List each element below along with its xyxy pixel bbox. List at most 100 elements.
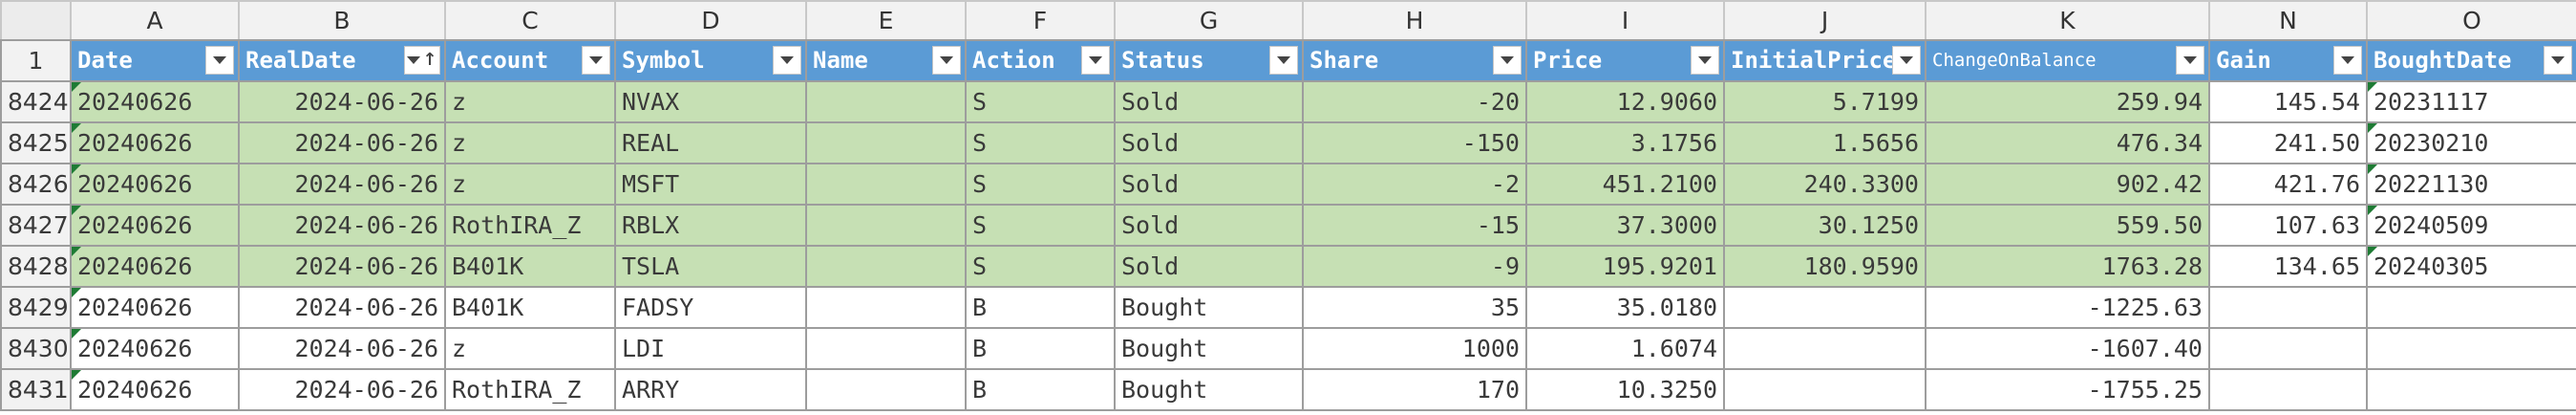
row-number[interactable]: 8430 xyxy=(0,327,72,370)
cell-share[interactable]: -9 xyxy=(1302,245,1527,288)
cell-changeonbalance[interactable]: 902.42 xyxy=(1925,163,2210,206)
cell-symbol[interactable]: RBLX xyxy=(614,204,807,247)
field-header-price[interactable]: Price xyxy=(1525,39,1725,82)
row-number[interactable]: 8427 xyxy=(0,204,72,247)
cell-status[interactable]: Bought xyxy=(1114,368,1304,411)
column-header-o[interactable]: O xyxy=(2366,0,2576,41)
cell-boughtdate[interactable] xyxy=(2366,368,2576,411)
cell-name[interactable] xyxy=(805,327,967,370)
cell-account[interactable]: z xyxy=(444,327,616,370)
column-header-e[interactable]: E xyxy=(805,0,967,41)
column-header-c[interactable]: C xyxy=(444,0,616,41)
filter-dropdown-button[interactable] xyxy=(2176,46,2204,75)
cell-price[interactable]: 12.9060 xyxy=(1525,80,1725,123)
cell-initialprice[interactable]: 240.3300 xyxy=(1723,163,1927,206)
cell-account[interactable]: z xyxy=(444,80,616,123)
filter-dropdown-button[interactable] xyxy=(2333,46,2362,75)
cell-initialprice[interactable]: 1.5656 xyxy=(1723,121,1927,164)
filter-dropdown-button[interactable] xyxy=(773,46,801,75)
cell-boughtdate[interactable] xyxy=(2366,286,2576,329)
cell-symbol[interactable]: FADSY xyxy=(614,286,807,329)
field-header-name[interactable]: Name xyxy=(805,39,967,82)
cell-status[interactable]: Sold xyxy=(1114,204,1304,247)
cell-gain[interactable] xyxy=(2208,286,2368,329)
cell-action[interactable]: S xyxy=(965,204,1116,247)
field-header-account[interactable]: Account xyxy=(444,39,616,82)
cell-name[interactable] xyxy=(805,204,967,247)
cell-gain[interactable]: 241.50 xyxy=(2208,121,2368,164)
cell-symbol[interactable]: NVAX xyxy=(614,80,807,123)
cell-share[interactable]: 35 xyxy=(1302,286,1527,329)
cell-status[interactable]: Sold xyxy=(1114,163,1304,206)
cell-share[interactable]: -150 xyxy=(1302,121,1527,164)
cell-initialprice[interactable] xyxy=(1723,368,1927,411)
cell-share[interactable]: 170 xyxy=(1302,368,1527,411)
cell-action[interactable]: S xyxy=(965,121,1116,164)
cell-changeonbalance[interactable]: -1225.63 xyxy=(1925,286,2210,329)
cell-boughtdate[interactable]: 20240509 xyxy=(2366,204,2576,247)
cell-changeonbalance[interactable]: -1755.25 xyxy=(1925,368,2210,411)
row-number[interactable]: 8429 xyxy=(0,286,72,329)
cell-action[interactable]: S xyxy=(965,80,1116,123)
field-header-action[interactable]: Action xyxy=(965,39,1116,82)
cell-account[interactable]: B401K xyxy=(444,245,616,288)
field-header-symbol[interactable]: Symbol xyxy=(614,39,807,82)
cell-changeonbalance[interactable]: 476.34 xyxy=(1925,121,2210,164)
cell-realdate[interactable]: 2024-06-26 xyxy=(238,80,446,123)
filter-dropdown-button[interactable]: ↑ xyxy=(404,46,440,75)
select-all-corner[interactable] xyxy=(0,0,72,41)
cell-price[interactable]: 3.1756 xyxy=(1525,121,1725,164)
cell-symbol[interactable]: REAL xyxy=(614,121,807,164)
filter-dropdown-button[interactable] xyxy=(932,46,961,75)
cell-gain[interactable] xyxy=(2208,327,2368,370)
cell-initialprice[interactable] xyxy=(1723,286,1927,329)
cell-realdate[interactable]: 2024-06-26 xyxy=(238,121,446,164)
cell-date[interactable]: 20240626 xyxy=(70,368,240,411)
cell-realdate[interactable]: 2024-06-26 xyxy=(238,368,446,411)
filter-dropdown-button[interactable] xyxy=(582,46,610,75)
cell-name[interactable] xyxy=(805,80,967,123)
cell-gain[interactable]: 145.54 xyxy=(2208,80,2368,123)
cell-boughtdate[interactable] xyxy=(2366,327,2576,370)
cell-share[interactable]: 1000 xyxy=(1302,327,1527,370)
field-header-initialprice[interactable]: InitialPrice xyxy=(1723,39,1927,82)
column-header-h[interactable]: H xyxy=(1302,0,1527,41)
cell-status[interactable]: Bought xyxy=(1114,327,1304,370)
cell-gain[interactable]: 134.65 xyxy=(2208,245,2368,288)
cell-date[interactable]: 20240626 xyxy=(70,245,240,288)
field-header-changeonbalance[interactable]: ChangeOnBalance xyxy=(1925,39,2210,82)
cell-initialprice[interactable]: 30.1250 xyxy=(1723,204,1927,247)
cell-account[interactable]: RothIRA_Z xyxy=(444,204,616,247)
cell-status[interactable]: Sold xyxy=(1114,245,1304,288)
cell-boughtdate[interactable]: 20231117 xyxy=(2366,80,2576,123)
cell-name[interactable] xyxy=(805,368,967,411)
column-header-i[interactable]: I xyxy=(1525,0,1725,41)
cell-realdate[interactable]: 2024-06-26 xyxy=(238,204,446,247)
field-header-realdate[interactable]: RealDate ↑ xyxy=(238,39,446,82)
filter-dropdown-button[interactable] xyxy=(1892,46,1921,75)
column-header-g[interactable]: G xyxy=(1114,0,1304,41)
cell-date[interactable]: 20240626 xyxy=(70,80,240,123)
cell-account[interactable]: B401K xyxy=(444,286,616,329)
column-header-k[interactable]: K xyxy=(1925,0,2210,41)
cell-initialprice[interactable]: 5.7199 xyxy=(1723,80,1927,123)
cell-name[interactable] xyxy=(805,121,967,164)
cell-symbol[interactable]: ARRY xyxy=(614,368,807,411)
cell-symbol[interactable]: LDI xyxy=(614,327,807,370)
cell-status[interactable]: Sold xyxy=(1114,80,1304,123)
cell-share[interactable]: -15 xyxy=(1302,204,1527,247)
cell-boughtdate[interactable]: 20221130 xyxy=(2366,163,2576,206)
cell-realdate[interactable]: 2024-06-26 xyxy=(238,163,446,206)
cell-boughtdate[interactable]: 20230210 xyxy=(2366,121,2576,164)
cell-initialprice[interactable]: 180.9590 xyxy=(1723,245,1927,288)
field-header-status[interactable]: Status xyxy=(1114,39,1304,82)
column-header-d[interactable]: D xyxy=(614,0,807,41)
cell-changeonbalance[interactable]: 1763.28 xyxy=(1925,245,2210,288)
cell-price[interactable]: 195.9201 xyxy=(1525,245,1725,288)
cell-action[interactable]: S xyxy=(965,163,1116,206)
cell-share[interactable]: -20 xyxy=(1302,80,1527,123)
cell-action[interactable]: B xyxy=(965,368,1116,411)
cell-date[interactable]: 20240626 xyxy=(70,286,240,329)
row-header[interactable]: 1 xyxy=(0,39,72,82)
cell-initialprice[interactable] xyxy=(1723,327,1927,370)
